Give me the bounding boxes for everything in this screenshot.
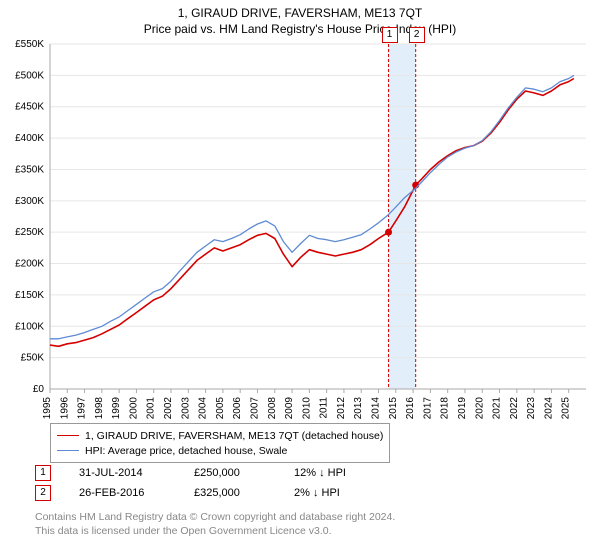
legend-label: HPI: Average price, detached house, Swal… — [85, 445, 287, 457]
svg-text:2006: 2006 — [232, 397, 243, 420]
chart-titles: 1, GIRAUD DRIVE, FAVERSHAM, ME13 7QT Pri… — [0, 0, 600, 36]
chart-title-subtitle: Price paid vs. HM Land Registry's House … — [0, 22, 600, 36]
svg-text:2010: 2010 — [301, 397, 312, 420]
svg-text:£400K: £400K — [15, 133, 44, 144]
svg-text:£500K: £500K — [15, 70, 44, 81]
sales-row: 2 26-FEB-2016 £325,000 2% ↓ HPI — [35, 483, 394, 503]
svg-text:2014: 2014 — [371, 397, 382, 420]
footer-line: Contains HM Land Registry data © Crown c… — [35, 510, 395, 524]
svg-text:£550K: £550K — [15, 39, 44, 50]
svg-text:2001: 2001 — [146, 397, 157, 420]
svg-text:£350K: £350K — [15, 164, 44, 175]
svg-text:£150K: £150K — [15, 290, 44, 301]
svg-text:1998: 1998 — [94, 397, 105, 420]
svg-text:2005: 2005 — [215, 397, 226, 420]
svg-text:2013: 2013 — [353, 397, 364, 420]
svg-text:2002: 2002 — [163, 397, 174, 420]
sale-date: 31-JUL-2014 — [79, 467, 194, 479]
svg-text:2015: 2015 — [388, 397, 399, 420]
svg-text:2020: 2020 — [474, 397, 485, 420]
svg-text:2011: 2011 — [319, 397, 330, 419]
svg-text:£100K: £100K — [15, 321, 44, 332]
svg-text:1996: 1996 — [59, 397, 70, 420]
svg-text:£200K: £200K — [15, 259, 44, 270]
svg-text:2017: 2017 — [422, 397, 433, 420]
svg-text:£0: £0 — [33, 384, 45, 395]
svg-text:2016: 2016 — [405, 397, 416, 420]
svg-text:£250K: £250K — [15, 227, 44, 238]
svg-text:1997: 1997 — [77, 397, 88, 420]
svg-text:2023: 2023 — [526, 397, 537, 420]
sale-price: £325,000 — [194, 487, 294, 499]
sale-marker-badge: 1 — [35, 465, 51, 481]
sale-marker-flag: 1 — [382, 27, 398, 43]
svg-text:2007: 2007 — [249, 397, 260, 420]
svg-text:2012: 2012 — [336, 397, 347, 420]
svg-text:2018: 2018 — [440, 397, 451, 420]
legend-item: HPI: Average price, detached house, Swal… — [57, 443, 383, 458]
svg-text:2025: 2025 — [561, 397, 572, 420]
svg-text:2003: 2003 — [180, 397, 191, 420]
svg-text:£50K: £50K — [21, 353, 45, 364]
footer-attribution: Contains HM Land Registry data © Crown c… — [35, 510, 395, 538]
svg-text:2008: 2008 — [267, 397, 278, 420]
sale-hpi-delta: 2% ↓ HPI — [294, 487, 394, 499]
svg-text:1995: 1995 — [42, 397, 53, 420]
sale-price: £250,000 — [194, 467, 294, 479]
svg-text:2021: 2021 — [492, 397, 503, 420]
svg-text:£450K: £450K — [15, 102, 44, 113]
svg-text:2009: 2009 — [284, 397, 295, 420]
legend-swatch — [57, 450, 79, 451]
chart-title-address: 1, GIRAUD DRIVE, FAVERSHAM, ME13 7QT — [0, 6, 600, 20]
line-chart-plot: £0£50K£100K£150K£200K£250K£300K£350K£400… — [50, 44, 586, 389]
legend-label: 1, GIRAUD DRIVE, FAVERSHAM, ME13 7QT (de… — [85, 430, 383, 442]
sale-marker-badge: 2 — [35, 485, 51, 501]
svg-text:2022: 2022 — [509, 397, 520, 420]
svg-text:2004: 2004 — [198, 397, 209, 420]
sale-marker-flag: 2 — [409, 27, 425, 43]
sales-table: 1 31-JUL-2014 £250,000 12% ↓ HPI 2 26-FE… — [35, 463, 394, 503]
sale-hpi-delta: 12% ↓ HPI — [294, 467, 394, 479]
svg-text:£300K: £300K — [15, 196, 44, 207]
sales-row: 1 31-JUL-2014 £250,000 12% ↓ HPI — [35, 463, 394, 483]
legend-item: 1, GIRAUD DRIVE, FAVERSHAM, ME13 7QT (de… — [57, 428, 383, 443]
svg-text:2019: 2019 — [457, 397, 468, 420]
footer-line: This data is licensed under the Open Gov… — [35, 524, 395, 538]
sale-date: 26-FEB-2016 — [79, 487, 194, 499]
legend: 1, GIRAUD DRIVE, FAVERSHAM, ME13 7QT (de… — [50, 423, 390, 463]
svg-text:2024: 2024 — [543, 397, 554, 420]
legend-swatch — [57, 435, 79, 436]
chart-container: 1, GIRAUD DRIVE, FAVERSHAM, ME13 7QT Pri… — [0, 0, 600, 560]
svg-text:1999: 1999 — [111, 397, 122, 420]
svg-text:2000: 2000 — [128, 397, 139, 420]
